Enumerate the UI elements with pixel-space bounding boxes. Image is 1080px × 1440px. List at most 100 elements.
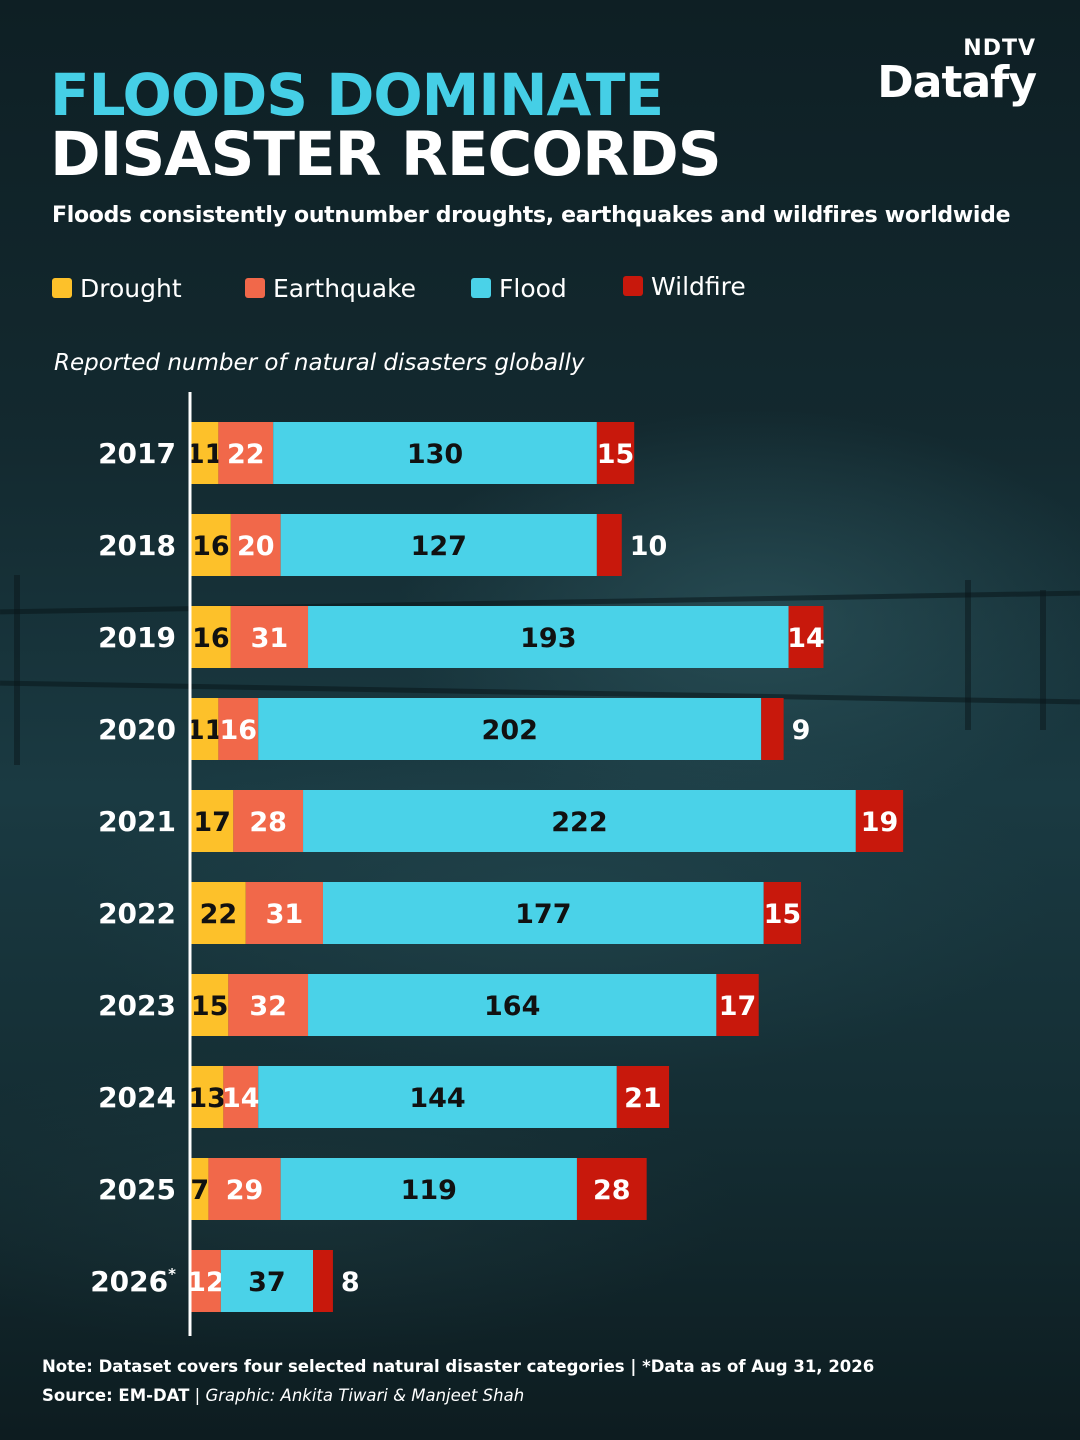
year-label: 2021: [98, 805, 176, 838]
bar-segment-earthquake: [230, 606, 309, 668]
bar-segment-flood: [258, 1066, 617, 1128]
source-separator: |: [189, 1386, 206, 1405]
year-label: 2019: [98, 621, 176, 654]
bar-segment-wildfire: [788, 606, 824, 668]
bar-segment-drought: [191, 698, 219, 760]
legend-item-flood: Flood: [471, 273, 567, 303]
data-label-wildfire: 28: [593, 1175, 631, 1206]
title-line-1: FLOODS DOMINATE: [50, 61, 664, 129]
bar-segment-flood: [273, 422, 597, 484]
year-label: 2018: [98, 529, 176, 562]
bar-segment-wildfire: [855, 790, 904, 852]
bar-segment-drought: [191, 882, 246, 944]
data-label-flood: 164: [484, 991, 540, 1022]
bar-segment-drought: [191, 1158, 209, 1220]
subtitle: Floods consistently outnumber droughts, …: [52, 203, 1011, 228]
legend-label-drought: Drought: [80, 273, 182, 303]
data-label-flood: 119: [401, 1175, 457, 1206]
year-footnote-mark: *: [168, 1265, 176, 1283]
bar-segment-drought: [191, 790, 234, 852]
data-label-drought: 16: [192, 531, 230, 562]
bar-segment-wildfire: [761, 698, 784, 760]
bar-segment-drought: [191, 1066, 224, 1128]
bar-segment-flood: [258, 698, 762, 760]
legend-label-wildfire: Wildfire: [651, 271, 746, 301]
legend-item-wildfire: Wildfire: [623, 271, 746, 301]
data-label-drought: 7: [190, 1175, 209, 1206]
legend-swatch-wildfire: [623, 276, 643, 296]
bar-segment-flood: [322, 882, 764, 944]
brand-logo-top: NDTV: [963, 36, 1036, 61]
data-label-drought: 11: [186, 439, 224, 470]
bar-segment-wildfire: [313, 1250, 333, 1312]
data-label-wildfire: 21: [624, 1083, 662, 1114]
bar-segment-earthquake: [233, 790, 304, 852]
data-label-flood: 37: [248, 1267, 286, 1298]
graphic-credit: Graphic: Ankita Tiwari & Manjeet Shah: [205, 1386, 525, 1405]
year-label: 2023: [98, 989, 176, 1022]
data-label-drought: 16: [192, 623, 230, 654]
bar-segment-earthquake: [218, 698, 259, 760]
data-label-flood: 177: [515, 899, 571, 930]
data-label-earthquake: 31: [251, 623, 289, 654]
data-label-earthquake: 14: [222, 1083, 260, 1114]
legend-item-earthquake: Earthquake: [245, 273, 416, 303]
background-post: [965, 580, 971, 730]
data-label-wildfire: 19: [861, 807, 899, 838]
legend-label-earthquake: Earthquake: [273, 273, 417, 303]
bar-segment-wildfire: [763, 882, 802, 944]
bar-segment-wildfire: [616, 1066, 670, 1128]
bar-segment-wildfire: [716, 974, 759, 1036]
year-label: 2024: [98, 1081, 176, 1114]
data-label-drought: 22: [200, 899, 238, 930]
bar-segment-flood: [280, 514, 597, 576]
year-label: 2017: [98, 437, 176, 470]
data-label-flood: 144: [409, 1083, 465, 1114]
axis-caption: Reported number of natural disasters glo…: [54, 350, 585, 376]
legend-label-flood: Flood: [499, 273, 567, 303]
data-label-drought: 15: [191, 991, 229, 1022]
data-label-drought: 11: [186, 715, 224, 746]
data-label-flood: 130: [407, 439, 463, 470]
bar-segment-flood: [308, 606, 789, 668]
data-label-wildfire: 15: [764, 899, 802, 930]
year-label: 2026*: [90, 1265, 176, 1298]
bar-segment-earthquake: [218, 422, 274, 484]
bar-segment-flood: [308, 974, 717, 1036]
data-label-wildfire: 17: [719, 991, 757, 1022]
background-post: [1040, 590, 1046, 730]
bar-segment-earthquake: [223, 1066, 259, 1128]
bar-segment-flood: [303, 790, 856, 852]
legend-swatch-flood: [471, 278, 491, 298]
legend-item-drought: Drought: [52, 273, 182, 303]
legend-swatch-drought: [52, 278, 72, 298]
data-label-flood: 193: [520, 623, 576, 654]
data-label-wildfire: 15: [597, 439, 635, 470]
brand-logo: NDTV Datafy: [877, 36, 1037, 108]
bar-segment-earthquake: [208, 1158, 281, 1220]
bar-segment-earthquake: [228, 974, 309, 1036]
background-post: [14, 575, 20, 765]
bar-segment-wildfire: [576, 1158, 647, 1220]
data-label-wildfire: 9: [792, 715, 811, 746]
legend-swatch-earthquake: [245, 278, 265, 298]
bar-segment-earthquake: [191, 1250, 221, 1312]
year-label: 2025: [98, 1173, 176, 1206]
data-label-wildfire: 14: [787, 623, 825, 654]
bar-segment-wildfire: [596, 514, 622, 576]
data-label-earthquake: 16: [220, 715, 258, 746]
brand-logo-main: Datafy: [877, 57, 1037, 108]
data-label-earthquake: 32: [249, 991, 287, 1022]
data-label-earthquake: 28: [249, 807, 287, 838]
year-label: 2020: [98, 713, 176, 746]
data-label-flood: 127: [411, 531, 467, 562]
footer-note: Note: Dataset covers four selected natur…: [42, 1357, 875, 1376]
data-label-drought: 13: [188, 1083, 226, 1114]
bar-segment-drought: [191, 422, 219, 484]
bar-segment-drought: [191, 974, 229, 1036]
bar-segment-drought: [191, 606, 231, 668]
data-label-earthquake: 31: [266, 899, 304, 930]
bar-segment-flood: [220, 1250, 314, 1312]
data-label-drought: 17: [193, 807, 231, 838]
data-label-flood: 202: [482, 715, 538, 746]
